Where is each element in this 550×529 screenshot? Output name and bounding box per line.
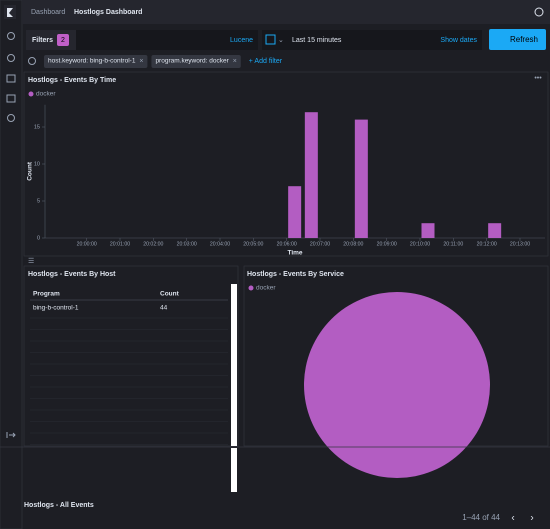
- x-tick-label: 20:03:00: [177, 241, 197, 247]
- filter-remove[interactable]: ×: [139, 58, 143, 65]
- filter-bar: host.keyword: bing-b-control-1 × program.k…: [44, 55, 283, 68]
- x-axis-label: Time: [287, 250, 302, 257]
- breadcrumb: Hostlogs Dashboard: [74, 9, 142, 16]
- pie-slice[interactable]: [304, 292, 490, 478]
- panel-title: Hostlogs - All Events: [24, 502, 94, 509]
- sidebar: [0, 0, 23, 529]
- legend-label[interactable]: docker: [36, 91, 56, 98]
- query-input[interactable]: [76, 30, 258, 50]
- y-tick-label: 5: [37, 198, 40, 204]
- panel-menu-icon[interactable]: ☰: [28, 258, 34, 265]
- time-range[interactable]: Last 15 minutes: [292, 37, 342, 44]
- filter-pill[interactable]: [151, 55, 241, 68]
- pagination: 1–44 of 44: [462, 513, 500, 522]
- bar[interactable]: [304, 112, 318, 238]
- refresh-button[interactable]: [489, 29, 546, 50]
- filter-settings-icon[interactable]: [28, 57, 36, 65]
- nav-icon[interactable]: [6, 74, 16, 83]
- data-table: Hostlogs - Events By Host Program Count bin…: [28, 271, 228, 445]
- calendar-icon[interactable]: [265, 34, 276, 45]
- nav-icon[interactable]: [7, 114, 15, 122]
- filter-pill-label[interactable]: host.keyword: bing-b-control-1: [48, 58, 136, 65]
- panel: [23, 265, 239, 447]
- filter-pill-label[interactable]: program.keyword: docker: [155, 58, 229, 65]
- x-tick-label: 20:04:00: [210, 241, 230, 247]
- column-header[interactable]: Count: [160, 291, 180, 298]
- collapse-icon[interactable]: [6, 432, 16, 438]
- column-header[interactable]: Program: [33, 291, 60, 298]
- panel: [23, 71, 549, 257]
- nav-icon[interactable]: [7, 32, 15, 40]
- x-tick-label: 20:00:00: [77, 241, 97, 247]
- filter-count: 2: [61, 37, 65, 44]
- filter-pill[interactable]: [44, 55, 148, 68]
- y-axis-label: Count: [27, 161, 34, 181]
- bar[interactable]: [288, 186, 302, 238]
- panel-options[interactable]: •••: [534, 75, 542, 82]
- legend-swatch[interactable]: [28, 91, 34, 97]
- pie-chart: Hostlogs - Events By Service docker: [247, 271, 490, 478]
- x-tick-label: 20:08:00: [343, 241, 363, 247]
- legend-label[interactable]: docker: [256, 285, 276, 292]
- table-cell: 44: [160, 305, 168, 312]
- legend-swatch[interactable]: [248, 285, 254, 291]
- refresh-label: Refresh: [510, 35, 538, 44]
- add-filter[interactable]: + Add filter: [249, 58, 283, 65]
- filters-label: Filters: [32, 37, 53, 44]
- panel-title: Hostlogs - Events By Service: [247, 271, 344, 278]
- panel-title: Hostlogs - Events By Time: [28, 77, 116, 84]
- x-tick-label: 20:02:00: [143, 241, 163, 247]
- date-picker[interactable]: [262, 30, 482, 50]
- scrollbar[interactable]: [231, 284, 237, 446]
- dropdown-arrow[interactable]: ⌄: [278, 37, 284, 44]
- nav-icon[interactable]: [7, 54, 15, 62]
- scrollbar[interactable]: [231, 448, 237, 492]
- filter-remove[interactable]: ×: [233, 58, 237, 65]
- filter-count-badge: [57, 34, 69, 46]
- x-tick-label: 20:13:00: [510, 241, 530, 247]
- logo-mark: [7, 8, 13, 17]
- nav-icon[interactable]: [6, 94, 16, 103]
- x-tick-label: 20:10:00: [410, 241, 430, 247]
- panel-title: Hostlogs - Events By Host: [28, 271, 116, 278]
- bar[interactable]: [488, 223, 502, 238]
- bar-chart: Hostlogs - Events By Time docker 0 5 10 15 20:…: [27, 77, 545, 257]
- y-tick-label: 15: [34, 124, 40, 130]
- x-tick-label: 20:06:00: [277, 241, 297, 247]
- x-tick-label: 20:09:00: [377, 241, 397, 247]
- bar[interactable]: [421, 223, 435, 238]
- bar[interactable]: [354, 119, 368, 238]
- top-bar: [22, 0, 550, 24]
- next-page[interactable]: ›: [530, 513, 533, 524]
- prev-page[interactable]: ‹: [511, 513, 514, 524]
- x-tick-label: 20:11:00: [443, 241, 463, 247]
- help-icon[interactable]: [534, 7, 544, 17]
- breadcrumb[interactable]: Dashboard: [31, 9, 65, 16]
- x-tick-label: 20:12:00: [477, 241, 497, 247]
- language-toggle[interactable]: Lucene: [230, 37, 253, 44]
- show-dates[interactable]: Show dates: [440, 37, 477, 44]
- x-tick-label: 20:07:00: [310, 241, 330, 247]
- y-tick-label: 10: [34, 161, 40, 167]
- y-tick-label: 0: [37, 235, 40, 241]
- table-cell: bing-b-control-1: [33, 305, 79, 312]
- x-tick-label: 20:01:00: [110, 241, 130, 247]
- x-tick-label: 20:05:00: [243, 241, 263, 247]
